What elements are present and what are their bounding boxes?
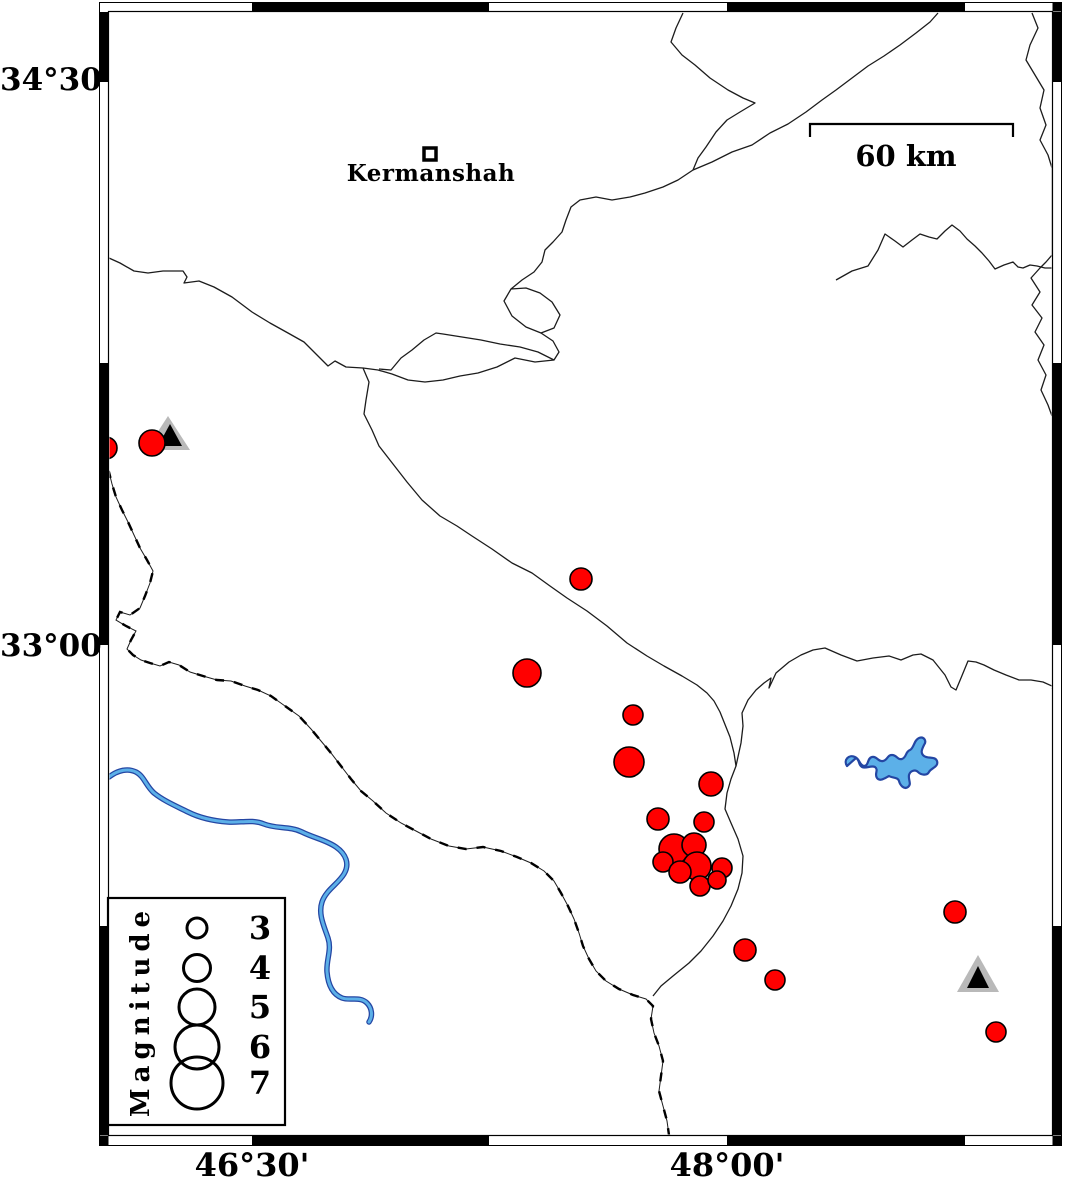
legend-magnitude-circle xyxy=(182,953,212,983)
lon-label-48-00: 48°00' xyxy=(669,1146,785,1184)
legend-mag-5: 5 xyxy=(248,988,272,1026)
legend-title-text: Magnitude xyxy=(126,904,156,1118)
earthquake-marker xyxy=(733,938,757,962)
city-square-marker xyxy=(422,146,438,162)
earthquake-marker xyxy=(512,658,542,688)
scalebar-label: 60 km xyxy=(855,139,957,173)
earthquake-marker xyxy=(707,870,727,890)
lat-label-34-30: 34°30' xyxy=(0,62,112,98)
earthquake-marker xyxy=(689,875,711,897)
legend-magnitude-circle xyxy=(185,916,209,940)
boundary-line xyxy=(378,332,555,371)
boundary-line xyxy=(692,12,939,171)
earthquake-marker xyxy=(138,429,166,457)
earthquake-marker xyxy=(668,860,692,884)
earthquake-marker xyxy=(613,746,645,778)
lat-label-33-00: 33°00' xyxy=(0,628,112,664)
station-triangle-inner-icon xyxy=(967,966,989,988)
earthquake-marker xyxy=(622,704,644,726)
map-frame xyxy=(99,2,1062,1146)
legend-magnitude-circle xyxy=(173,1023,221,1071)
earthquake-marker xyxy=(985,1021,1007,1043)
earthquake-marker xyxy=(943,900,967,924)
boundary-line xyxy=(109,257,744,997)
boundary-line xyxy=(835,224,1052,281)
city-label-kermanshah: Kermanshah xyxy=(346,160,516,187)
legend-mag-3: 3 xyxy=(248,909,272,947)
boundary-line xyxy=(503,12,756,334)
legend-mag-7: 7 xyxy=(248,1064,272,1102)
legend-mag-6: 6 xyxy=(248,1028,272,1066)
river-core xyxy=(109,768,373,1024)
lake xyxy=(844,736,939,789)
legend-mag-4: 4 xyxy=(248,949,272,987)
earthquake-marker xyxy=(652,851,674,873)
map-interior xyxy=(109,12,1052,1135)
earthquake-marker xyxy=(764,969,786,991)
scalebar xyxy=(808,122,1015,137)
border-dashed-line xyxy=(109,470,671,1135)
legend-box xyxy=(106,896,287,1127)
earthquake-marker xyxy=(693,811,715,833)
earthquake-marker xyxy=(109,436,118,460)
earthquake-marker xyxy=(646,807,670,831)
boundary-line xyxy=(1025,12,1052,417)
earthquake-marker xyxy=(698,771,724,797)
legend-magnitude-circle xyxy=(169,1055,225,1111)
boundary-line xyxy=(362,332,560,383)
earthquake-marker xyxy=(569,567,593,591)
boundary-line xyxy=(735,647,1052,767)
lon-label-46-30: 46°30' xyxy=(194,1146,310,1184)
